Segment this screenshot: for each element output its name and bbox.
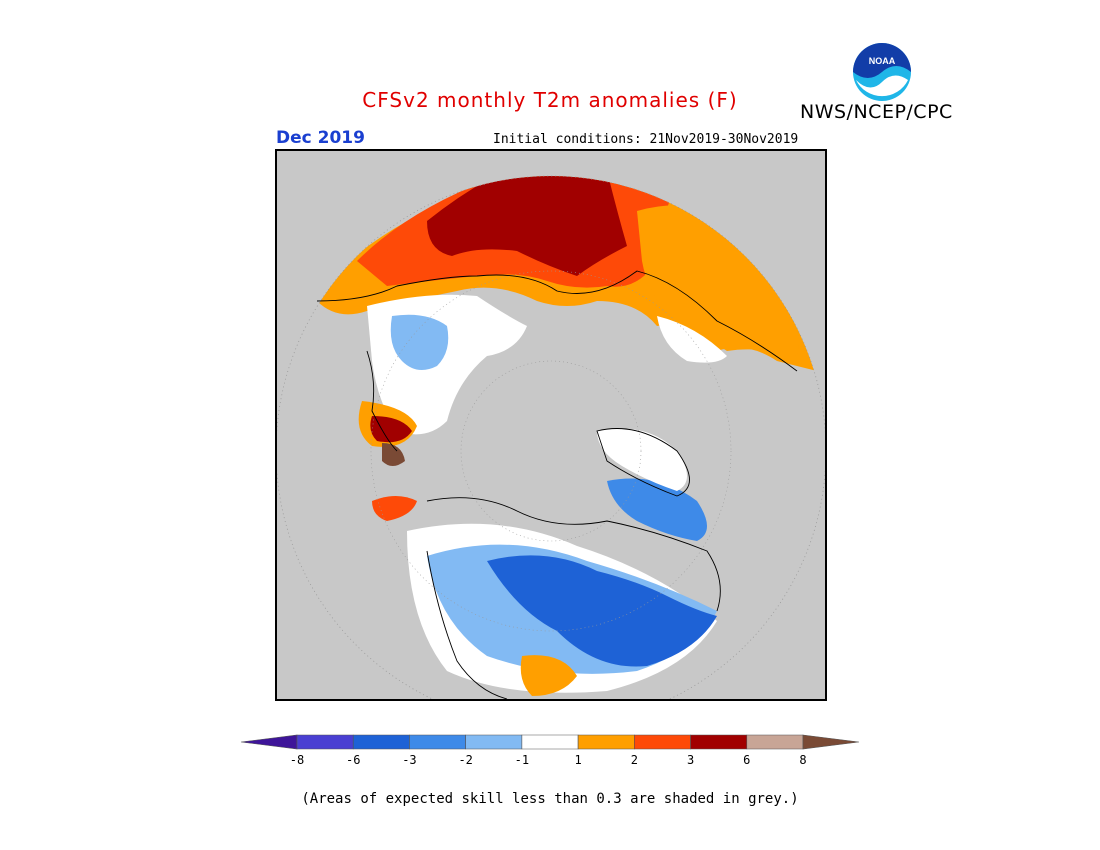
colorbar-tick-label: -6 <box>346 753 360 767</box>
latitude-circle <box>460 360 642 542</box>
latitude-circle <box>370 270 732 632</box>
chart-title: CFSv2 monthly T2m anomalies (F) <box>362 88 738 112</box>
africa-lightblue <box>390 314 449 370</box>
greenland-white <box>597 428 687 491</box>
colorbar-bin <box>746 734 804 750</box>
colorbar-tick-label: 2 <box>631 753 638 767</box>
na-blue <box>487 555 717 667</box>
colorbar-tick-label: 1 <box>574 753 581 767</box>
colorbar-tick-label: -1 <box>515 753 529 767</box>
anomaly-field <box>317 176 818 696</box>
colorbar-tick-label: -2 <box>458 753 472 767</box>
noaa-logo-text: NOAA <box>869 56 896 66</box>
initial-conditions: Initial conditions: 21Nov2019-30Nov2019 <box>493 132 799 147</box>
colorbar-bin <box>690 734 748 750</box>
map-panel <box>275 149 827 701</box>
skill-footnote: (Areas of expected skill less than 0.3 a… <box>301 791 799 807</box>
colorbar-bin <box>521 734 579 750</box>
colorbar-tick-label: 6 <box>743 753 750 767</box>
us-orange <box>520 655 577 696</box>
sa-brown <box>382 443 405 466</box>
colorbar-tick-label: 3 <box>687 753 694 767</box>
agency-label: NWS/NCEP/CPC <box>800 101 953 123</box>
colorbar-bin <box>802 734 860 750</box>
colorbar-bin <box>240 734 298 750</box>
colorbar-bin <box>352 734 410 750</box>
colorbar-bin <box>465 734 523 750</box>
colorbar-tick-label: -3 <box>402 753 416 767</box>
colorbar-bin <box>634 734 691 750</box>
pacific-red <box>372 496 417 521</box>
colorbar-tick-label: -8 <box>290 753 304 767</box>
greenland-blue <box>607 478 707 541</box>
colorbar-bin <box>577 734 635 750</box>
sa-darkred <box>370 416 412 443</box>
coastlines <box>316 270 798 699</box>
eastasia-white <box>657 316 727 363</box>
forecast-month: Dec 2019 <box>276 128 365 148</box>
colorbar-bin <box>296 734 354 750</box>
colorbar: -8 -6 -3 -2 -1 1 2 3 6 8 <box>238 732 862 772</box>
europe-darkred <box>427 176 627 276</box>
colorbar-bin <box>409 734 466 750</box>
noaa-logo: NOAA <box>850 40 914 104</box>
colorbar-tick-label: 8 <box>799 753 806 767</box>
